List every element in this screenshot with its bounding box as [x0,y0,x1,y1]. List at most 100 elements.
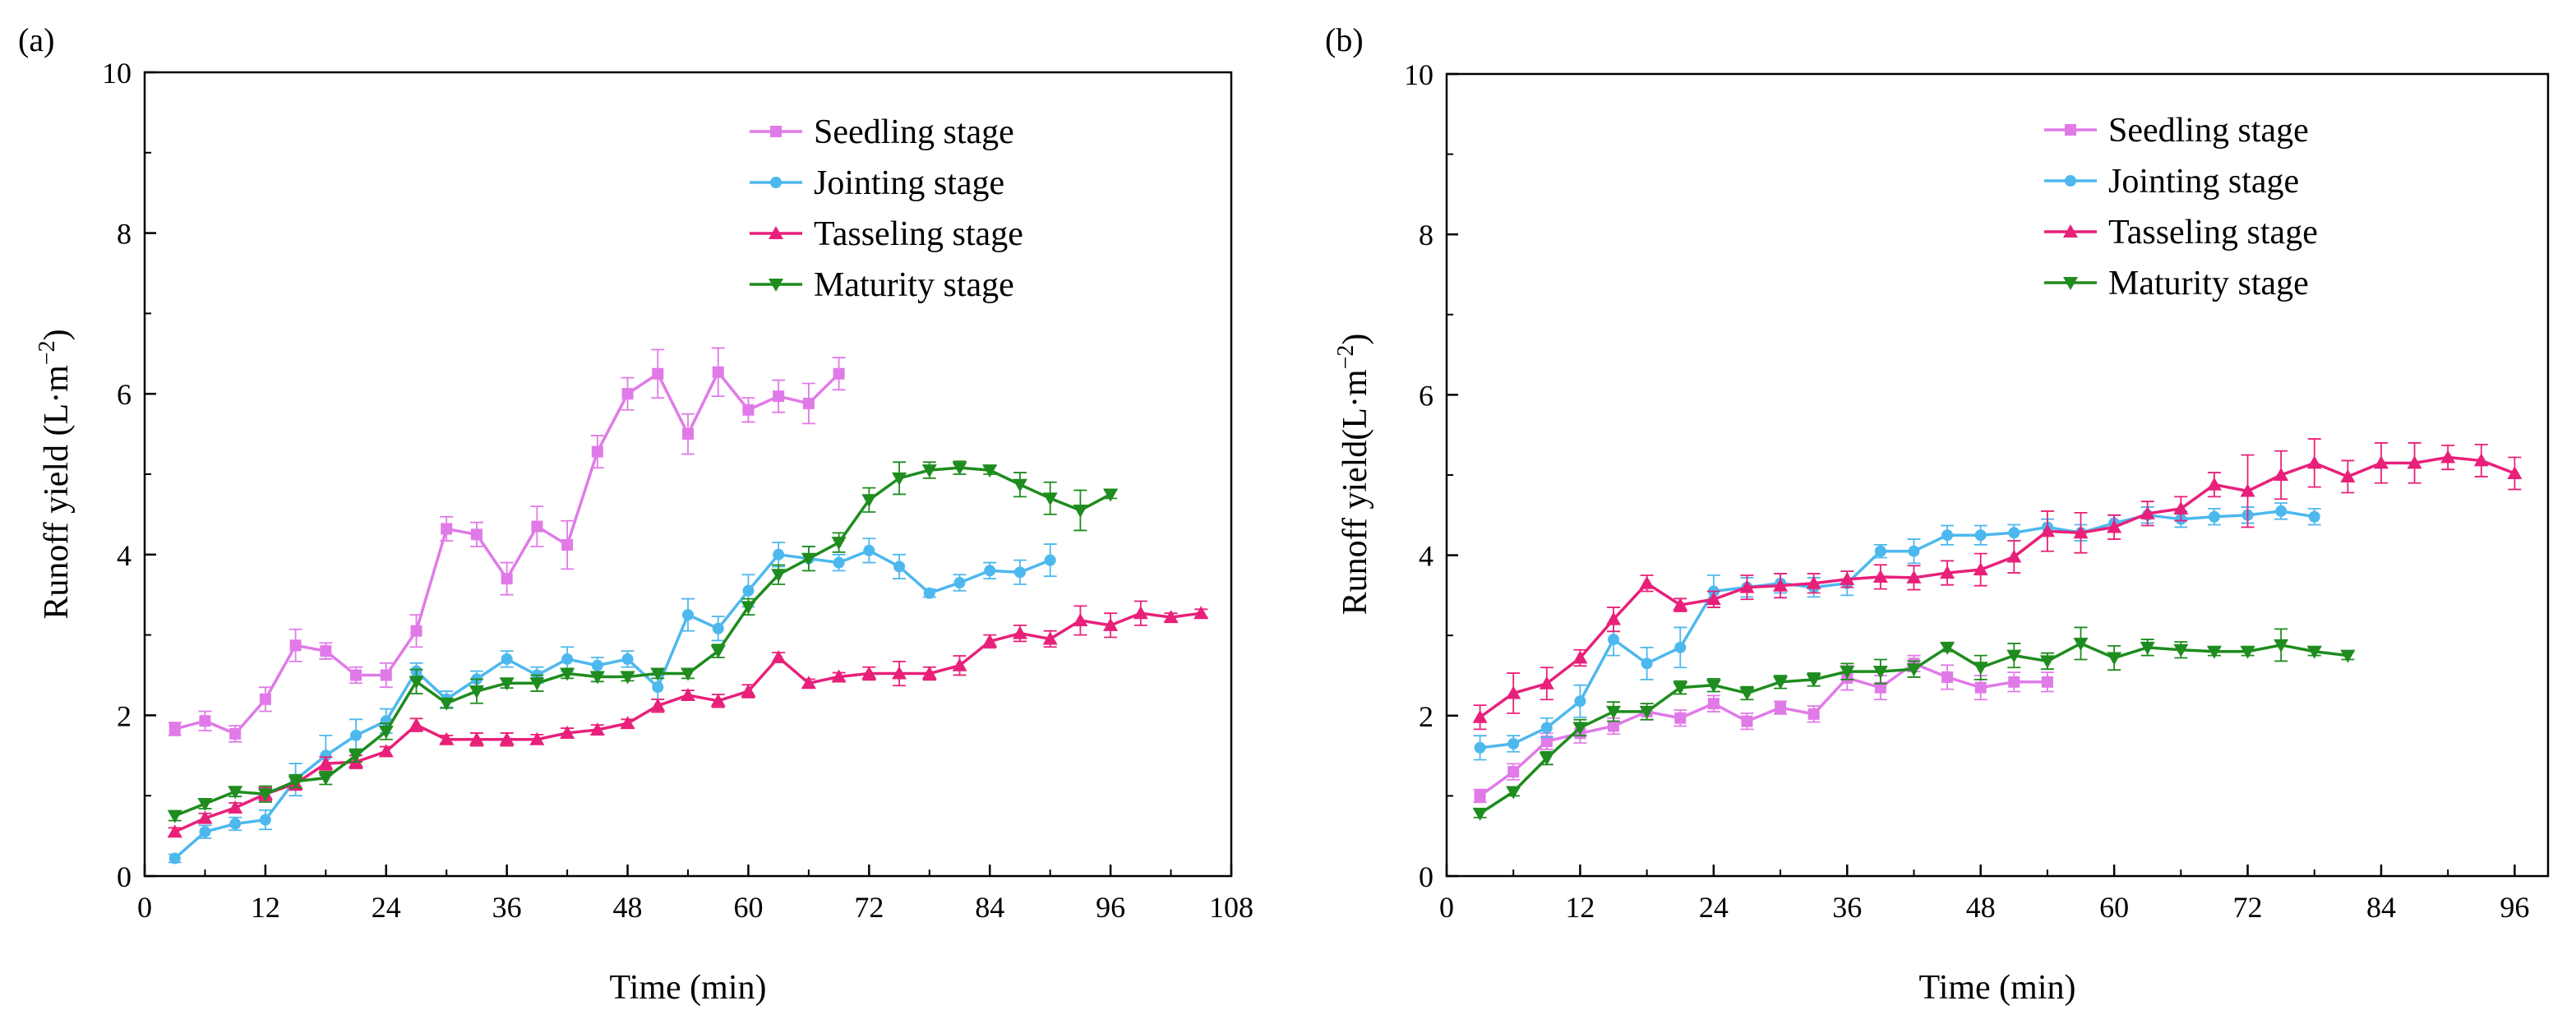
panel-b-seedling-stage-point [1775,702,1787,714]
panel-a-tasseling-stage-point [439,731,455,745]
panel-a-x-tick-label: 72 [854,891,884,924]
panel-b-legend-label: Jointing stage [2108,163,2299,201]
panel-b-legend-label: Tasseling stage [2108,214,2318,251]
panel-a-tasseling-stage-point [801,676,816,690]
panel-b-series-jointing-stage [1473,502,2321,761]
panel-b-x-axis-label: Time (min) [1919,969,2076,1007]
panel-b-seedling-stage-point [1741,715,1753,727]
panel-b-tasseling-stage-point [1906,570,1922,583]
panel-a-y-tick-label: 2 [117,699,132,732]
panel-a-tasseling-stage-point [560,725,575,739]
panel-b-tasseling-stage-point [2340,468,2356,482]
panel-a-y-axis-label: Runoff yield (L·m−2) [35,329,76,619]
panel-a-tasseling-stage-point [1042,631,1058,645]
panel-a-maturity-stage-point [681,667,695,681]
panel-b-legend-item-jointing-stage: Jointing stage [2044,163,2299,201]
panel-a-data [167,347,1209,865]
panel-a-maturity-stage-point [801,552,816,566]
panel-a-jointing-stage-point [320,750,332,762]
panel-a-seedling-stage-point [199,715,211,727]
panel-a-seedling-stage-point [591,445,603,458]
panel-a-maturity-stage-point [650,667,666,681]
panel-b-tasseling-stage-point [1706,592,1721,606]
panel-a-jointing-stage-point [682,609,694,621]
panel-a-maturity-stage-point [771,569,787,583]
panel-b-x-tick-label: 48 [1966,891,1996,924]
panel-b-jointing-stage-point [2275,505,2287,517]
panel-a-tasseling-stage-point [921,666,937,680]
panel-a-y-axis-label-sup: −2 [35,340,60,365]
panel-b-jointing-stage-point [1974,529,1987,542]
panel-b-seedling-stage-point [1974,681,1987,694]
panel-b-tasseling-stage-point [2274,468,2289,481]
panel-b-tasseling-stage-point [2107,519,2122,533]
panel-a-legend-swatch-marker [770,126,782,137]
panel-a-jointing-stage-point [863,544,875,556]
panel-a-tasseling-stage-point [1193,606,1209,620]
panel-b-y-axis-label-main: Runoff yield(L·m [1336,369,1374,615]
panel-a-x-tick-label: 60 [733,891,763,924]
panel-a-tasseling-stage-point [741,684,756,698]
panel-a-jointing-stage-point [923,587,935,599]
panel-a-seedling-stage-point [802,397,815,409]
panel-b-legend-swatch-marker [2063,277,2078,290]
panel-b-legend-item-tasseling-stage: Tasseling stage [2044,214,2318,251]
panel-b-jointing-stage-point [1941,529,1954,542]
panel-a-legend-label: Maturity stage [814,266,1014,304]
panel-a-maturity-stage-point [982,464,998,478]
panel-a-x-axis-label: Time (min) [610,969,767,1007]
panel-a-tasseling-stage-point [197,810,213,824]
panel-b-tasseling-stage-point [1539,676,1554,690]
panel-a-tasseling-stage-point [1012,625,1027,639]
panel-a-maturity-stage-point [167,810,182,823]
panel-a-jointing-stage-point [561,653,574,665]
panel-b-maturity-stage-point [1906,663,1922,677]
panel-a-jointing-stage-point [742,584,755,597]
panel-b-tasseling-stage-point [2140,505,2155,519]
panel-b-legend-label: Maturity stage [2108,265,2309,302]
panel-b-y-tick-label: 0 [1419,860,1433,893]
panel-b-seedling-stage-point [1474,790,1486,802]
panel-b-maturity-stage-point [2173,643,2189,657]
panel-b-jointing-stage-point [2208,510,2220,523]
panel-a-tasseling-stage-point [1103,617,1119,631]
panel-a-maturity-stage-point [921,464,937,478]
panel-b-x-tick-label: 12 [1565,891,1595,924]
panel-b-label: (b) [1325,21,1364,58]
panel-a-maturity-stage-point [228,786,243,800]
panel-a-tasseling-stage-point [1133,606,1148,620]
panel-b-jointing-stage-point [1874,545,1886,557]
panel-a-x-tick-label: 24 [372,891,401,924]
panel-a-legend-label: Tasseling stage [814,215,1023,253]
panel-a-maturity-stage-point [560,667,575,681]
panel-a-maturity-stage-point [349,750,364,763]
panel-a-jointing-stage-point [199,826,211,838]
panel-a-maturity-stage-point [469,685,484,699]
panel-b-legend: Seedling stage Jointing stage Tasseling st… [2044,112,2318,302]
panel-b-y-axis-label-close: ) [1336,334,1374,345]
panel-b-tasseling-stage-point [1472,709,1488,723]
panel-b-maturity-stage-point [2206,645,2222,659]
panel-b-maturity-stage-point [1572,722,1588,736]
panel-a-maturity-stage-point [1103,488,1119,502]
panel-a-y-tick-label: 4 [117,539,132,572]
panel-a-seedling-stage-point [410,625,422,637]
panel-a-tasseling-stage-point [228,800,243,814]
panel-a-jointing-stage-point [1044,554,1056,566]
panel-a-tasseling-stage-point [589,722,605,736]
panel-a-maturity-stage-point [318,772,334,786]
panel-b-tasseling-stage-point [2073,525,2089,539]
panel-a-jointing-stage-point [169,852,181,865]
panel-a-maturity-stage-point [439,697,455,711]
panel-b-tasseling-stage-point [2039,524,2055,537]
panel-a-seedling-stage-point [773,390,785,403]
panel-a-tasseling-stage-point [529,731,545,745]
panel-b-x-tick-label: 60 [2099,891,2129,924]
panel-b-seedling-stage-point [1707,698,1720,710]
panel-b-seedling-stage-point [2008,676,2020,688]
panel-a-y-tick-label: 8 [117,218,132,251]
panel-a-jointing-stage-point [1013,566,1026,579]
panel-b-maturity-stage-point [2240,645,2255,659]
panel-b-legend-swatch-marker [2063,224,2078,238]
panel-b-maturity-stage-point [1940,641,1955,655]
